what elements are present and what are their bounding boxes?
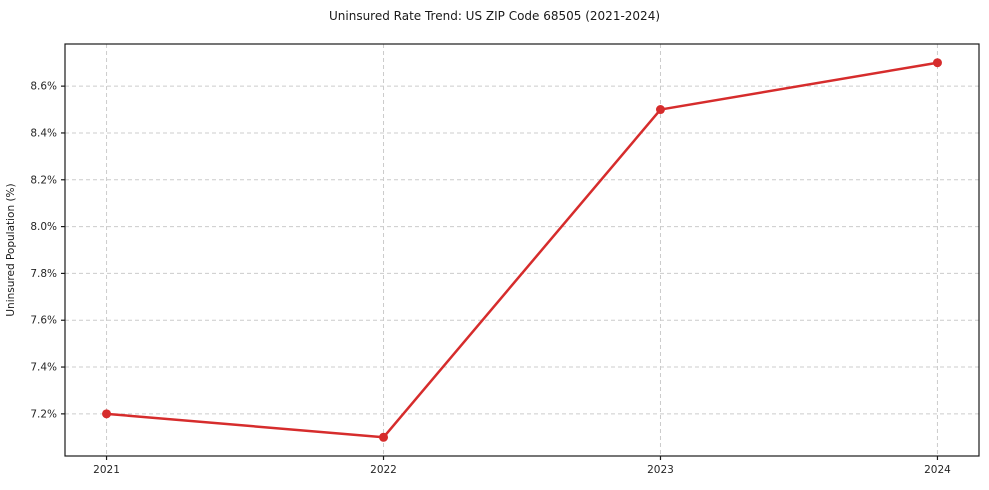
y-tick-label: 8.0%	[30, 221, 57, 233]
data-point	[932, 58, 942, 68]
data-point	[655, 105, 665, 115]
y-axis-label: Uninsured Population (%)	[5, 183, 17, 316]
y-tick-label: 8.4%	[30, 127, 57, 139]
x-tick-label: 2024	[924, 464, 951, 476]
y-tick-label: 7.8%	[30, 268, 57, 280]
x-tick-label: 2023	[647, 464, 674, 476]
data-point	[102, 409, 112, 419]
plot-border	[64, 43, 980, 457]
y-tick-label: 8.2%	[30, 174, 57, 186]
data-point	[379, 432, 389, 442]
chart-title: Uninsured Rate Trend: US ZIP Code 68505 …	[329, 9, 660, 23]
y-tick-label: 7.2%	[30, 408, 57, 420]
x-tick-label: 2021	[93, 464, 120, 476]
trend-line	[105, 61, 939, 439]
y-tick-label: 7.4%	[30, 362, 57, 374]
plot-area: 7.2% 7.4% 7.6% 7.8% 8.0% 8.2% 8.4% 8.6% 2021 2022…	[30, 43, 980, 476]
y-tick-label: 7.6%	[30, 315, 57, 327]
y-tick-label: 8.6%	[30, 81, 57, 93]
x-tick-label: 2022	[370, 464, 397, 476]
